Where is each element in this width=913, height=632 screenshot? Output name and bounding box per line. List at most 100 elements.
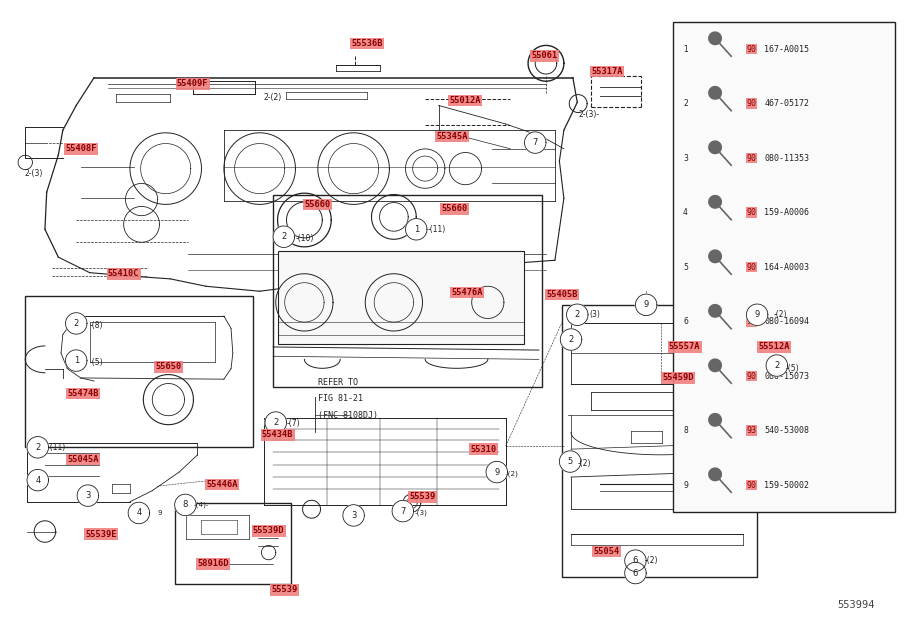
Text: 55409F: 55409F: [177, 79, 208, 88]
Polygon shape: [27, 470, 48, 491]
Text: 55310: 55310: [470, 445, 497, 454]
Text: 2-(3): 2-(3): [25, 169, 44, 178]
Text: -(7): -(7): [287, 419, 300, 428]
Text: 55539: 55539: [409, 492, 436, 501]
Polygon shape: [560, 451, 581, 472]
Text: 90: 90: [747, 262, 756, 272]
Text: 55476A: 55476A: [452, 288, 483, 297]
Text: 55557A: 55557A: [669, 343, 700, 351]
Polygon shape: [708, 32, 721, 45]
Text: 9: 9: [494, 468, 499, 477]
Polygon shape: [561, 329, 582, 350]
Polygon shape: [524, 132, 546, 154]
Text: 55446A: 55446A: [206, 480, 237, 489]
Text: 93: 93: [747, 426, 756, 435]
Text: 9: 9: [683, 480, 688, 490]
Polygon shape: [708, 305, 721, 317]
Text: 6: 6: [633, 556, 638, 565]
Polygon shape: [128, 502, 150, 524]
Text: 1: 1: [74, 356, 79, 365]
Text: 2-(3)-: 2-(3)-: [578, 110, 600, 119]
Polygon shape: [77, 485, 99, 506]
Text: (3): (3): [590, 310, 601, 319]
Bar: [278, 251, 523, 344]
Text: 2-(2): 2-(2): [264, 94, 282, 102]
Polygon shape: [27, 437, 48, 458]
Text: 90: 90: [747, 208, 756, 217]
Polygon shape: [624, 550, 646, 571]
Text: 55539E: 55539E: [86, 530, 117, 538]
Bar: [273, 195, 541, 387]
Text: 55539D: 55539D: [253, 526, 284, 535]
Text: 164-A0003: 164-A0003: [764, 262, 809, 272]
Polygon shape: [405, 219, 427, 240]
Bar: [174, 503, 291, 583]
Text: 4: 4: [683, 208, 688, 217]
Text: 9: 9: [644, 300, 649, 309]
Text: 90: 90: [747, 372, 756, 380]
Text: 90: 90: [747, 317, 756, 326]
Text: 55408F: 55408F: [65, 144, 97, 154]
Text: 553994: 553994: [838, 600, 876, 611]
Text: -(2): -(2): [645, 556, 658, 565]
Text: 55650: 55650: [155, 362, 182, 371]
Text: 55012A: 55012A: [450, 96, 481, 105]
Text: 90: 90: [747, 154, 756, 162]
Text: 2: 2: [74, 319, 79, 328]
Text: -(8): -(8): [90, 321, 103, 330]
Text: FIG 81-21: FIG 81-21: [318, 394, 362, 403]
Polygon shape: [66, 350, 87, 372]
Text: 159-A0006: 159-A0006: [764, 208, 809, 217]
Text: 90: 90: [747, 480, 756, 490]
Polygon shape: [766, 355, 788, 376]
Polygon shape: [265, 412, 287, 434]
Bar: [562, 305, 757, 578]
Text: 7: 7: [400, 507, 405, 516]
Text: -(10): -(10): [295, 234, 313, 243]
Polygon shape: [708, 141, 721, 154]
Polygon shape: [392, 501, 414, 522]
Text: 2: 2: [683, 99, 687, 108]
Text: 6: 6: [683, 317, 688, 326]
Text: 1: 1: [683, 44, 687, 54]
Polygon shape: [635, 294, 657, 315]
Text: 55317A: 55317A: [591, 67, 623, 76]
Text: 5: 5: [683, 262, 688, 272]
Text: 080-16094: 080-16094: [764, 317, 809, 326]
Text: -(11): -(11): [427, 225, 446, 234]
Text: 4: 4: [35, 476, 40, 485]
Text: 5: 5: [568, 457, 572, 466]
Text: 55345A: 55345A: [436, 132, 467, 141]
Text: 2: 2: [273, 418, 278, 427]
Text: 55434B: 55434B: [262, 430, 293, 439]
Text: 55061: 55061: [531, 51, 557, 61]
Text: 90: 90: [747, 99, 756, 108]
Polygon shape: [66, 313, 87, 334]
Polygon shape: [343, 505, 364, 526]
Polygon shape: [624, 562, 646, 584]
Text: 3: 3: [351, 511, 356, 520]
Polygon shape: [708, 250, 721, 262]
Text: 159-50002: 159-50002: [764, 480, 809, 490]
Text: 9: 9: [157, 510, 162, 516]
Text: 3: 3: [85, 491, 90, 500]
Text: 55660: 55660: [442, 204, 467, 214]
Text: 2: 2: [774, 361, 780, 370]
Text: -(5): -(5): [786, 363, 800, 372]
Text: 540-53008: 540-53008: [764, 426, 809, 435]
Text: 90: 90: [747, 44, 756, 54]
Polygon shape: [174, 494, 196, 516]
Text: 167-A0015: 167-A0015: [764, 44, 809, 54]
Text: REFER TO: REFER TO: [318, 379, 358, 387]
Text: -(3): -(3): [415, 509, 427, 516]
Text: 58916D: 58916D: [197, 559, 229, 568]
Text: 55410C: 55410C: [108, 269, 140, 278]
Polygon shape: [567, 304, 588, 325]
Polygon shape: [708, 413, 721, 426]
Polygon shape: [708, 87, 721, 99]
Text: 2: 2: [569, 335, 573, 344]
Text: 467-05172: 467-05172: [764, 99, 809, 108]
Bar: [673, 22, 895, 513]
Polygon shape: [708, 359, 721, 372]
Text: 55539: 55539: [271, 585, 298, 594]
